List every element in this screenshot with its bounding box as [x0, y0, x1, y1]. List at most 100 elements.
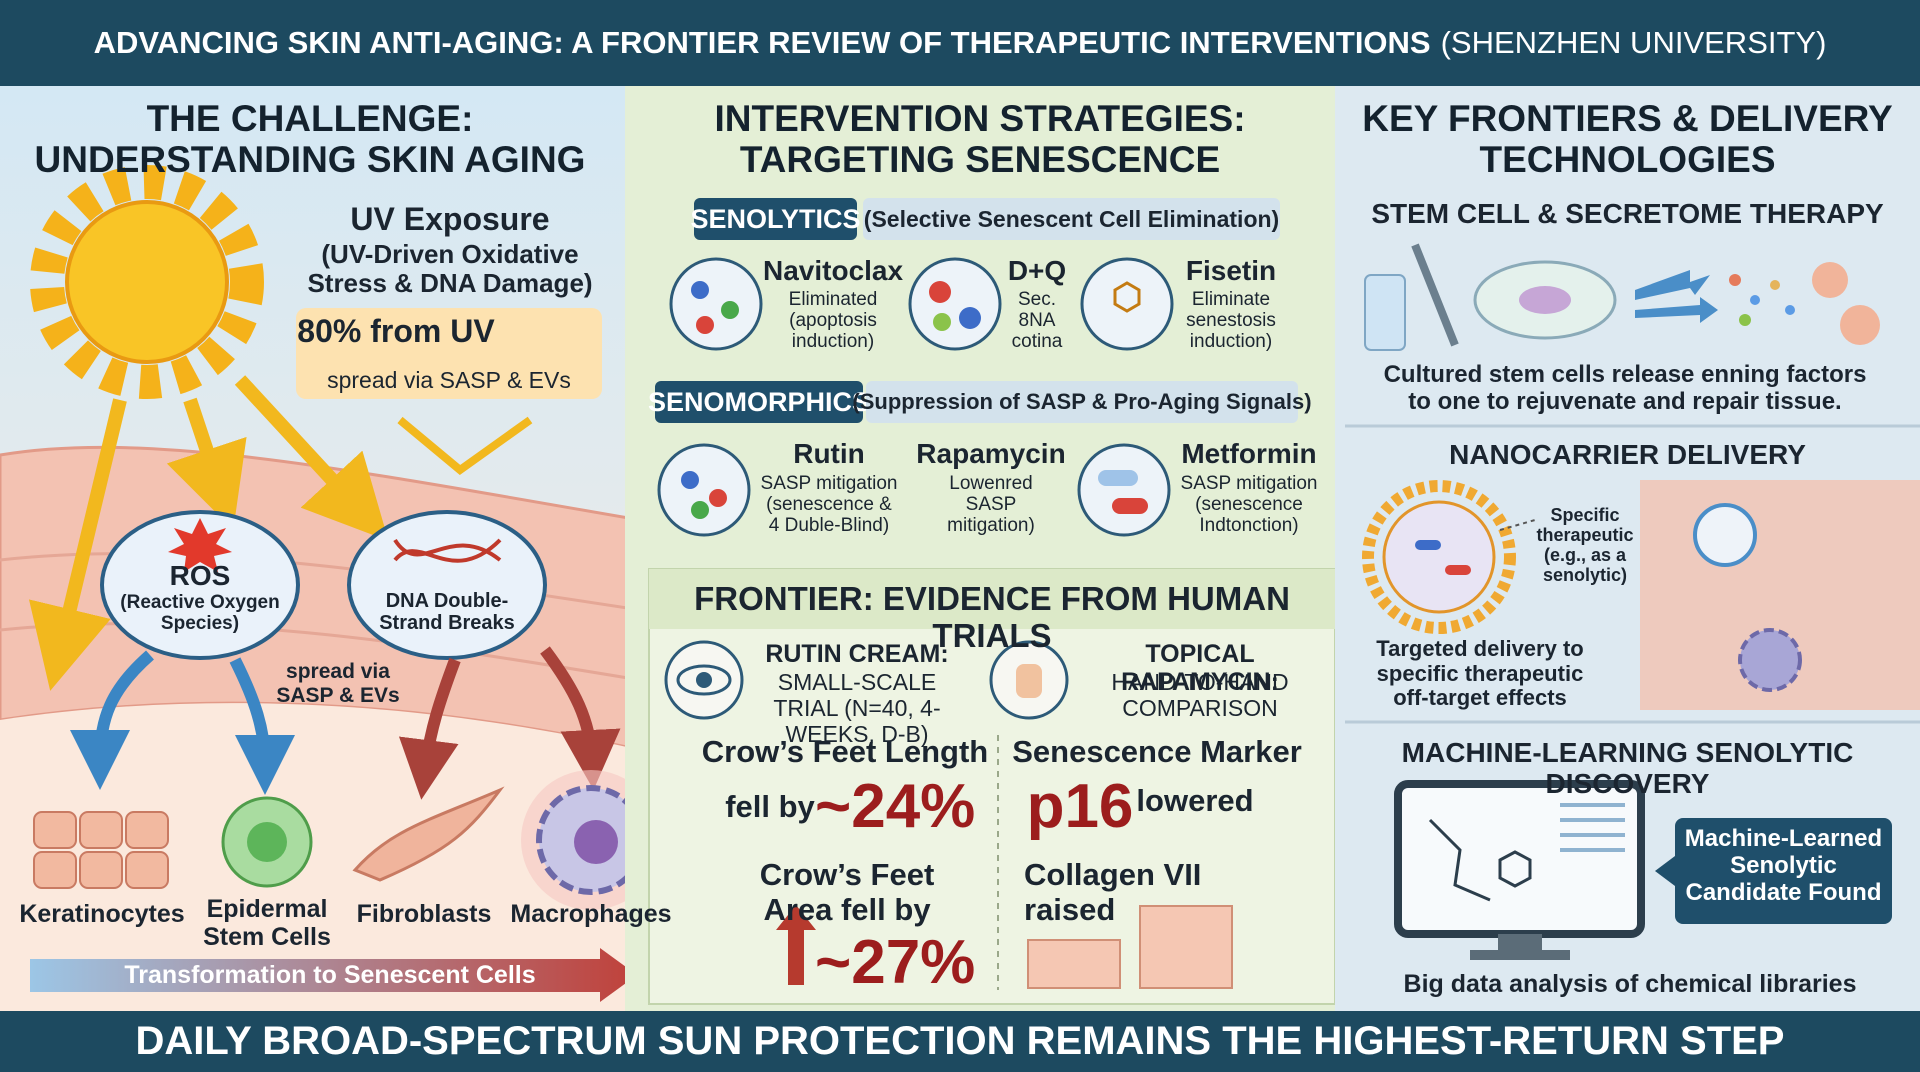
uv-ray: [28, 398, 127, 691]
flow-arrow: [70, 650, 154, 790]
drug-desc: Lowenred SASP mitigation): [947, 473, 1035, 536]
dna-bubble: [347, 510, 547, 660]
up-arrow: [776, 905, 816, 985]
flow-arrow: [540, 646, 621, 790]
drug-name: Rapamycin: [916, 438, 1066, 469]
drug-desc: SASP mitigation (senescence & 4 Duble-Bl…: [760, 473, 898, 536]
senomorphics-desc: (Suppression of SASP & Pro-Aging Signals…: [852, 381, 1312, 423]
nanocarrier-core: [1382, 500, 1496, 614]
senolytics-desc: (Selective Senescent Cell Elimination): [863, 198, 1280, 240]
reflected-ray: [397, 416, 533, 476]
macrophage-nucleus: [574, 820, 618, 864]
nano-callout: Specific therapeutic (e.g., as a senolyt…: [1536, 505, 1634, 586]
header-affiliation: (SHENZHEN UNIVERSITY): [1440, 25, 1827, 60]
trial-title: TOPICAL RAPAMYCIN:: [1121, 640, 1279, 696]
dna-helix: [393, 538, 502, 563]
secretome-dots: [1729, 262, 1880, 345]
stem-cell-nucleus: [247, 822, 287, 862]
monitor-stand: [1498, 934, 1542, 952]
cargo: [1415, 540, 1441, 550]
cell-label: Keratinocytes: [19, 900, 185, 928]
frontier-title: FRONTIER: EVIDENCE FROM HUMAN TRIALS: [694, 580, 1290, 654]
section-caption: Cultured stem cells release enning facto…: [1383, 361, 1867, 415]
secretome-arrows: [1635, 270, 1718, 323]
ml-callout-pointer: [1655, 856, 1675, 886]
trial-desc: SMALL-SCALE TRIAL (N=40, 4-WEEKS, D-B): [773, 669, 941, 747]
molecule: [1428, 818, 1532, 902]
result-label: Collagen VII raised: [1024, 857, 1202, 927]
ros-bubble: [100, 510, 300, 660]
cargo: [1445, 565, 1471, 575]
dermis: [0, 703, 640, 1011]
header: ADVANCING SKIN ANTI-AGING: A FRONTIER RE…: [0, 0, 1920, 86]
drug-name: D+Q: [1007, 255, 1067, 286]
drug-desc: Eliminated (apoptosis induction): [788, 289, 878, 352]
delivery-target: [1693, 503, 1757, 567]
uv-subtitle: (UV-Driven Oxidative Stress & DNA Damage…: [307, 239, 593, 299]
result-label: Crow’s Feet Area fell by: [759, 857, 935, 927]
skin-sample: [1027, 939, 1121, 989]
ml-callout-box: [1675, 818, 1892, 924]
leader: [1499, 519, 1536, 531]
result-verb: lowered: [1136, 783, 1254, 818]
uv-ray: [166, 397, 247, 530]
senolytics-tag: SENOLYTICS: [690, 198, 861, 240]
uv-title: UV Exposure: [350, 201, 550, 237]
trial-title: RUTIN CREAM:: [765, 640, 949, 668]
uv-stat: 80% from UV: [297, 313, 495, 349]
sun-rays: [30, 165, 264, 399]
senomorphics-tag: SENOMORPHICS: [648, 381, 870, 423]
ml-callout: Machine-Learned Senolytic Candidate Foun…: [1684, 825, 1883, 906]
drug-name: Metformin: [1181, 438, 1317, 469]
sun: [65, 200, 229, 364]
monitor-base: [1470, 950, 1570, 960]
uv-note: spread via SASP & EVs: [327, 367, 571, 393]
transformation-label: Transformation to Senescent Cells: [124, 961, 536, 989]
result-label: Senescence Marker: [1012, 734, 1302, 769]
cell-label: Macrophages: [510, 900, 672, 928]
frontier-title-bar: [649, 569, 1335, 629]
section-title: NANOCARRIER DELIVERY: [1449, 439, 1806, 470]
result-label: Crow’s Feet Length: [701, 734, 989, 769]
section-caption: Big data analysis of chemical libraries: [1403, 970, 1857, 998]
keratinocytes-icon: [33, 811, 169, 889]
cell-label: Fibroblasts: [356, 900, 492, 928]
footer: DAILY BROAD-SPECTRUM SUN PROTECTION REMA…: [0, 1011, 1920, 1072]
drug-icons: [657, 257, 1174, 537]
syringe: [1411, 243, 1459, 347]
spread-label: spread via SASP & EVs: [276, 660, 400, 707]
panel-title: INTERVENTION STRATEGIES: TARGETING SENES…: [714, 98, 1246, 181]
uv-ray: [234, 375, 389, 541]
skin-sample: [1139, 905, 1233, 989]
result-value: p16: [1026, 772, 1134, 841]
cell: [1519, 286, 1571, 314]
senescent-cell: [1738, 628, 1802, 692]
cell-label: Epidermal Stem Cells: [203, 895, 331, 951]
section-caption: Targeted delivery to specific therapeuti…: [1376, 636, 1584, 711]
flow-arrow: [229, 657, 295, 795]
panel-title: THE CHALLENGE: UNDERSTANDING SKIN AGING: [34, 98, 586, 181]
flow-arrow: [398, 657, 461, 800]
trial-icons: [664, 640, 1069, 720]
stat-box: [296, 308, 602, 399]
drug-name: Rutin: [793, 438, 865, 469]
ros-title: ROS: [169, 560, 231, 591]
result-verb: fell by: [725, 789, 815, 824]
ros-subtitle: (Reactive Oxygen Species): [120, 592, 280, 635]
drug-desc: Eliminate senestosis induction): [1186, 289, 1276, 352]
transformation-arrow: [30, 948, 637, 1002]
ros-burst: [168, 518, 232, 572]
data-lines: [1560, 803, 1625, 852]
trial-desc: HAND-TO-HAND COMPARISON: [1111, 669, 1289, 721]
result-value: ~24%: [815, 772, 976, 841]
section-title: STEM CELL & SECRETOME THERAPY: [1371, 198, 1884, 229]
drug-desc: Sec. 8NA cotina: [1011, 289, 1063, 352]
drug-desc: SASP mitigation (senescence Indtonction): [1180, 473, 1318, 536]
footer-text: DAILY BROAD-SPECTRUM SUN PROTECTION REMA…: [135, 1019, 1785, 1063]
drug-name: Navitoclax: [763, 255, 904, 286]
header-title: ADVANCING SKIN ANTI-AGING: A FRONTIER RE…: [93, 25, 1431, 60]
dna-title: DNA Double-Strand Breaks: [379, 590, 515, 635]
vial: [1364, 274, 1406, 351]
nanocarrier: [1362, 480, 1516, 634]
